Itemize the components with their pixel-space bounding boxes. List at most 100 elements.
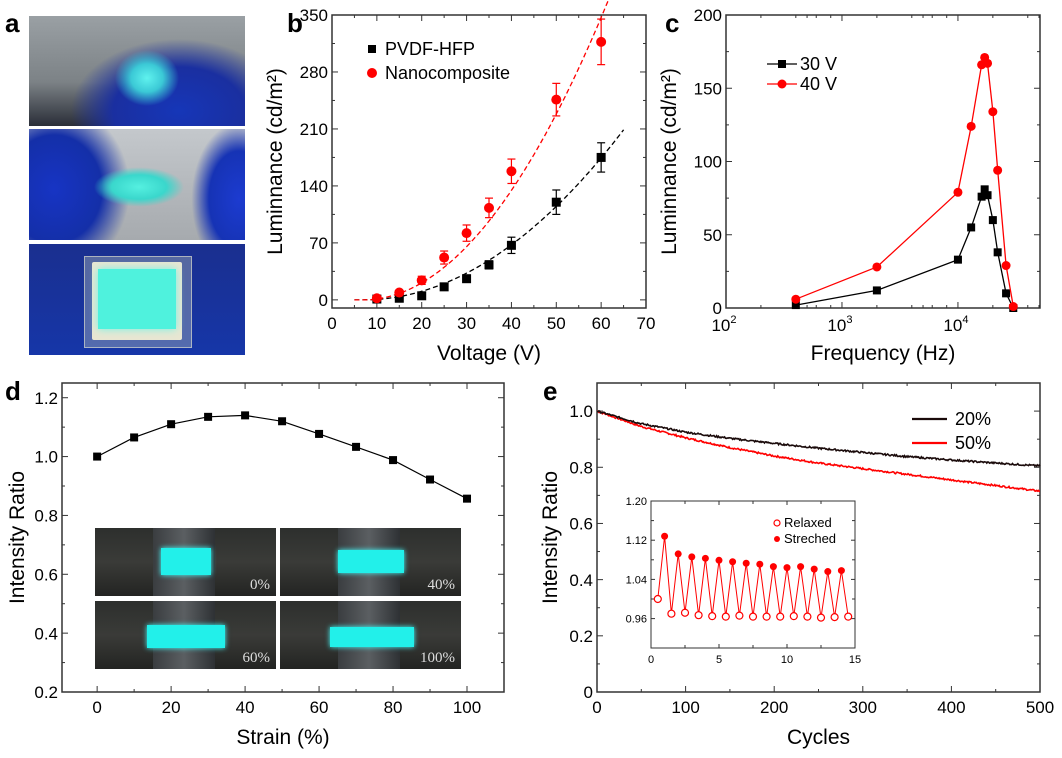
- inset-data-point: [661, 532, 669, 540]
- data-point: [394, 287, 405, 298]
- y-tick-label: 0.96: [626, 614, 647, 626]
- data-point: [484, 260, 494, 270]
- series-line: [596, 410, 1041, 468]
- legend-marker: [778, 60, 786, 68]
- y-tick-label: 0.2: [569, 627, 593, 646]
- data-point: [417, 291, 427, 301]
- data-point: [394, 293, 404, 303]
- y-axis-label: Intensity Ratio: [539, 471, 562, 604]
- inset-data-point: [776, 612, 785, 621]
- photo-twisted-device: [29, 129, 245, 240]
- x-tick-label: 0: [92, 698, 101, 717]
- x-axis-label: Frequency (Hz): [811, 342, 956, 365]
- x-tick-label: 80: [384, 698, 403, 717]
- inset-data-point: [824, 568, 832, 576]
- panel-label-d: d: [5, 376, 21, 406]
- data-point: [416, 275, 427, 286]
- data-point: [977, 192, 986, 201]
- x-axis-label: Cycles: [787, 726, 850, 749]
- inset-photo-0pct: 0%: [95, 528, 276, 596]
- y-tick-label: 1.20: [626, 496, 647, 508]
- y-tick-label: 200: [694, 6, 722, 25]
- data-point: [551, 197, 561, 207]
- data-point: [371, 293, 382, 304]
- data-point: [167, 420, 176, 429]
- legend-label: 30 V: [800, 54, 837, 74]
- x-tick-label: 50: [547, 314, 566, 333]
- panel-label-b: b: [287, 8, 303, 38]
- inset-data-point: [837, 567, 845, 575]
- inset-data-point: [797, 563, 805, 571]
- data-point: [506, 166, 517, 177]
- x-tick-label: 30: [457, 314, 476, 333]
- chart-c: 102 103 104 0 50 100 150 200 Frequency (Hz) Lumin…: [658, 6, 1041, 365]
- inset-legend-marker: [773, 519, 781, 527]
- data-point: [993, 248, 1002, 257]
- series-line: [96, 414, 468, 500]
- inset-data-point: [762, 612, 771, 621]
- series-line: [795, 55, 1014, 307]
- data-point: [1008, 302, 1018, 312]
- x-tick-label: 40: [502, 314, 521, 333]
- x-tick-exponent: 3: [846, 314, 852, 326]
- data-point: [551, 94, 562, 105]
- data-point: [967, 223, 976, 232]
- photo-bent-device: [29, 16, 245, 126]
- data-point: [988, 107, 998, 117]
- data-point: [983, 58, 993, 68]
- y-tick-label: 0.4: [569, 571, 593, 590]
- inset-data-point: [756, 560, 764, 568]
- data-point: [988, 216, 997, 225]
- data-point: [953, 255, 962, 264]
- x-tick-label: 103: [827, 314, 852, 335]
- x-tick-label: 20: [412, 314, 431, 333]
- inset-data-point: [674, 550, 682, 558]
- data-point: [596, 152, 606, 162]
- legend-marker: [368, 45, 376, 53]
- data-point: [241, 411, 250, 420]
- y-tick-label: 0.6: [569, 515, 593, 534]
- data-point: [983, 191, 992, 200]
- x-tick-label: 400: [937, 698, 965, 717]
- y-tick-label: 280: [300, 63, 328, 82]
- y-tick-label: 0.6: [34, 565, 58, 584]
- y-tick-label: 70: [309, 234, 328, 253]
- x-axis-label: Voltage (V): [437, 342, 541, 365]
- x-tick-label: 20: [162, 698, 181, 717]
- x-tick-label: 10: [367, 314, 386, 333]
- x-tick-label: 0: [327, 314, 336, 333]
- legend-marker: [777, 79, 787, 89]
- inset-data-point: [769, 563, 777, 571]
- data-point: [463, 494, 472, 503]
- y-tick-label: 0: [584, 683, 593, 702]
- inset-data-point: [680, 608, 690, 617]
- inset-data-point: [789, 612, 798, 621]
- data-point: [872, 286, 881, 295]
- y-tick-label: 1.0: [34, 448, 58, 467]
- data-point: [872, 262, 882, 272]
- data-point: [462, 274, 472, 284]
- y-tick-label: 0.8: [569, 458, 593, 477]
- y-tick-label: 0.8: [34, 507, 58, 526]
- data-point: [966, 121, 976, 131]
- panel-label-c: c: [665, 8, 680, 38]
- data-point: [278, 417, 287, 426]
- data-point: [953, 187, 963, 197]
- data-point: [993, 165, 1003, 175]
- x-tick-label: 60: [310, 698, 329, 717]
- data-point: [596, 36, 607, 47]
- x-tick-label: 0: [648, 654, 654, 666]
- panel-label-a: a: [5, 8, 20, 38]
- data-point: [1002, 289, 1011, 298]
- inset-data-point: [701, 554, 709, 562]
- data-point: [1001, 261, 1011, 271]
- legend-label: 50%: [955, 433, 991, 453]
- inset-label: 100%: [420, 650, 455, 666]
- x-tick-label: 100: [453, 698, 481, 717]
- photo-stretched-device: [29, 244, 245, 355]
- legend-label: 40 V: [800, 74, 837, 94]
- panel-label-e: e: [543, 376, 558, 406]
- y-tick-label: 0.2: [34, 683, 58, 702]
- inset-data-point: [810, 565, 818, 573]
